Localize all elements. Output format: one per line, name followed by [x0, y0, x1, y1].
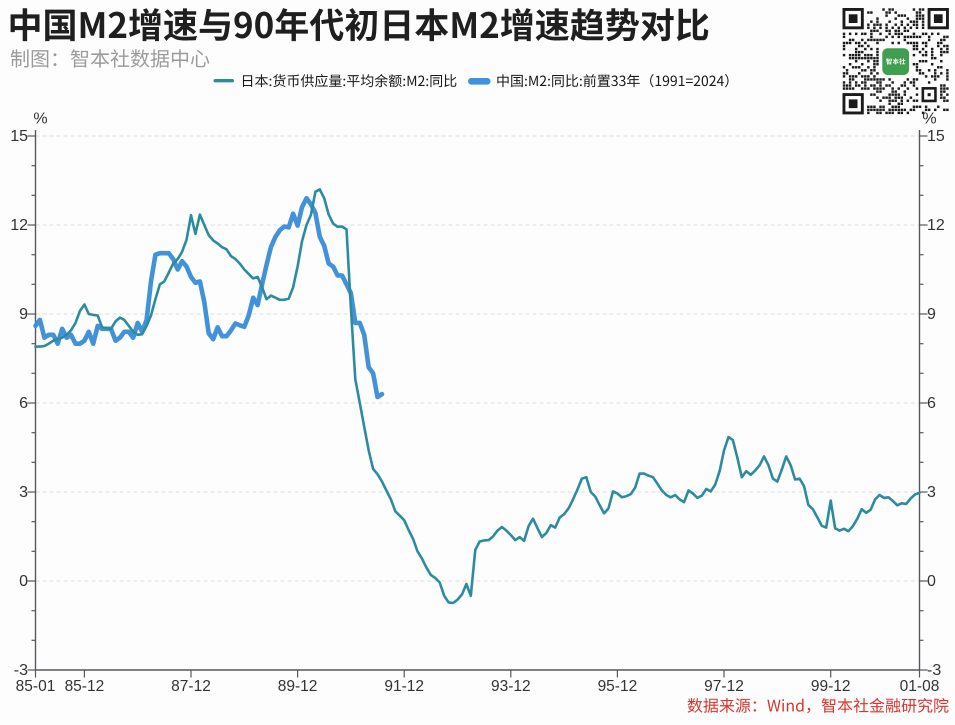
svg-text:89-12: 89-12 — [278, 678, 318, 695]
svg-text:93-12: 93-12 — [491, 678, 531, 695]
svg-text:95-12: 95-12 — [598, 678, 638, 695]
svg-text:85-01: 85-01 — [16, 678, 56, 695]
svg-text:12: 12 — [927, 217, 945, 234]
svg-text:97-12: 97-12 — [704, 678, 744, 695]
svg-text:-3: -3 — [14, 662, 28, 679]
svg-text:0: 0 — [927, 573, 936, 590]
svg-text:6: 6 — [927, 395, 936, 412]
svg-text:15: 15 — [10, 128, 28, 145]
svg-text:12: 12 — [10, 217, 28, 234]
svg-text:-3: -3 — [927, 662, 941, 679]
svg-text:3: 3 — [927, 484, 936, 501]
svg-text:0: 0 — [19, 573, 28, 590]
svg-text:%: % — [33, 111, 47, 128]
svg-text:85-12: 85-12 — [65, 678, 105, 695]
svg-text:%: % — [922, 111, 936, 128]
svg-text:87-12: 87-12 — [171, 678, 211, 695]
svg-text:99-12: 99-12 — [811, 678, 851, 695]
svg-text:6: 6 — [19, 395, 28, 412]
svg-text:91-12: 91-12 — [384, 678, 424, 695]
svg-text:9: 9 — [19, 306, 28, 323]
svg-text:15: 15 — [927, 128, 945, 145]
svg-text:3: 3 — [19, 484, 28, 501]
svg-text:01-08: 01-08 — [900, 678, 940, 695]
svg-text:9: 9 — [927, 306, 936, 323]
